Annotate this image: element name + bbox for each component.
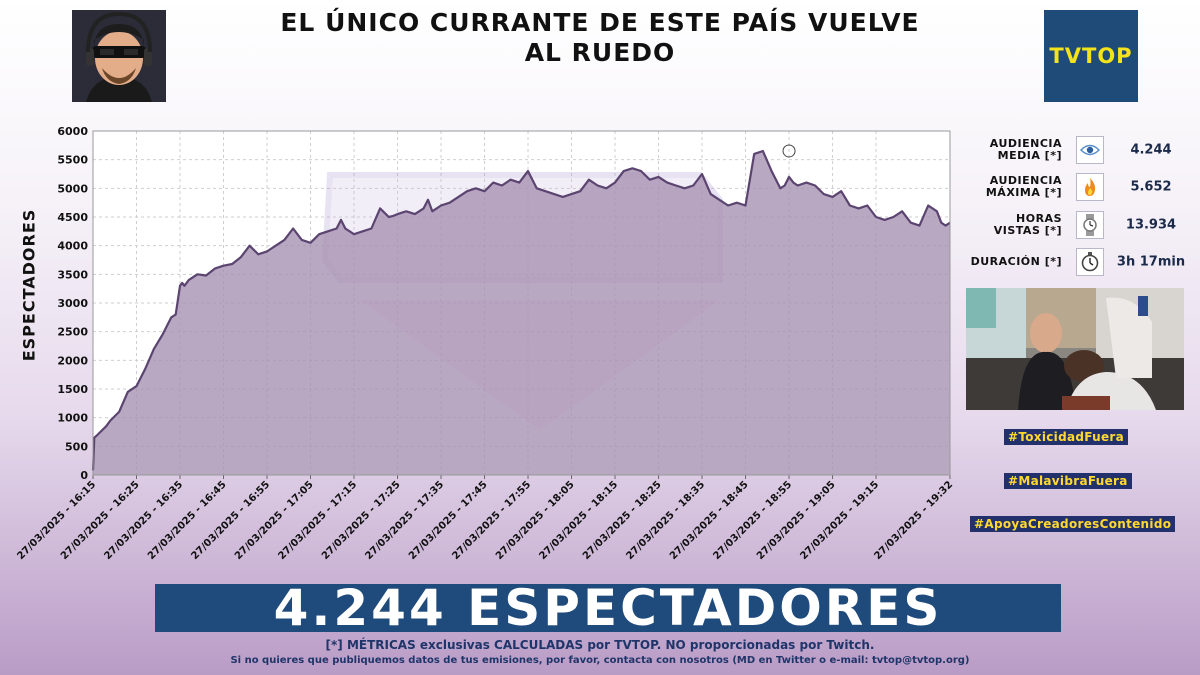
hashtag-apoya-creadores: #ApoyaCreadoresContenido xyxy=(970,516,1176,532)
viewers-banner: 4.244 ESPECTADORES xyxy=(155,583,1061,633)
viewers-area xyxy=(93,151,950,475)
x-tick-label: 27/03/2025 - 17:15 xyxy=(276,479,359,562)
x-tick-label: 27/03/2025 - 16:45 xyxy=(146,479,229,562)
x-tick-label: 27/03/2025 - 18:25 xyxy=(581,479,664,562)
y-tick-label: 500 xyxy=(65,440,88,453)
viewers-line xyxy=(91,149,951,471)
stream-thumbnail xyxy=(966,288,1184,410)
metric-label-line1: AUDIENCIA xyxy=(989,174,1062,187)
x-tick-label: 27/03/2025 - 16:55 xyxy=(189,479,272,562)
peak-marker xyxy=(782,144,796,158)
x-tick-label: 27/03/2025 - 19:32 xyxy=(872,479,955,562)
x-tick-label: 27/03/2025 - 19:15 xyxy=(798,479,881,562)
metric-label: AUDIENCIA MÁXIMA [*] xyxy=(968,175,1062,199)
x-tick-label: 27/03/2025 - 16:25 xyxy=(59,479,142,562)
streamer-avatar xyxy=(72,10,166,102)
x-tick-label: 27/03/2025 - 17:55 xyxy=(450,479,533,562)
x-tick-label: 27/03/2025 - 17:05 xyxy=(233,479,316,562)
y-tick-label: 0 xyxy=(80,469,88,482)
hashtag-toxicidad: #ToxicidadFuera xyxy=(1004,429,1129,445)
eye-icon xyxy=(1076,136,1104,164)
x-tick-label: 27/03/2025 - 17:25 xyxy=(320,479,403,562)
metric-label: HORAS VISTAS [*] xyxy=(968,213,1062,237)
footer-metrics-note: [*] MÉTRICAS exclusivas CALCULADAS por T… xyxy=(325,638,875,652)
y-axis-ticks: 0 500 1000 1500 2000 2500 3000 3500 4000 4500 5000… xyxy=(57,125,88,482)
x-tick-label: 27/03/2025 - 16:35 xyxy=(102,479,185,562)
page-title: EL ÚNICO CURRANTE DE ESTE PAÍS VUELVE AL… xyxy=(200,8,1000,68)
x-tick-label: 27/03/2025 - 16:15 xyxy=(15,479,98,562)
x-tick-label: 27/03/2025 - 18:35 xyxy=(624,479,707,562)
y-tick-label: 2500 xyxy=(57,326,88,339)
thumbnail-illustration xyxy=(966,288,1184,410)
metric-label-line2: VISTAS [*] xyxy=(993,224,1062,237)
metric-value: 13.934 xyxy=(1125,217,1177,233)
stopwatch-icon xyxy=(1076,248,1104,276)
footer-contact-note: Si no quieres que publiquemos datos de t… xyxy=(230,655,970,666)
y-tick-label: 6000 xyxy=(57,125,88,138)
metric-value: 5.652 xyxy=(1130,179,1172,195)
metric-label-line1: AUDIENCIA xyxy=(989,137,1062,150)
metric-label-line1: DURACIÓN [*] xyxy=(970,255,1062,268)
metric-duration: DURACIÓN [*] 3h 17min xyxy=(968,246,1188,278)
title-line-2: AL RUEDO xyxy=(524,38,676,67)
metric-value: 4.244 xyxy=(1130,142,1172,158)
x-tick-label: 27/03/2025 - 18:45 xyxy=(668,479,751,562)
metric-label-line2: MÁXIMA [*] xyxy=(985,186,1062,199)
y-tick-label: 5000 xyxy=(57,182,88,195)
y-tick-label: 2000 xyxy=(57,354,88,367)
y-tick-label: 5500 xyxy=(57,154,88,167)
fire-icon xyxy=(1076,173,1104,201)
hashtag-malavibra: #MalavibraFuera xyxy=(1004,473,1132,489)
metric-average-audience: AUDIENCIA MEDIA [*] 4.244 xyxy=(968,134,1188,166)
title-line-1: EL ÚNICO CURRANTE DE ESTE PAÍS VUELVE xyxy=(280,8,920,37)
watch-icon xyxy=(1076,211,1104,239)
metric-label: DURACIÓN [*] xyxy=(968,256,1062,268)
logo-text: TVTOP xyxy=(1049,44,1133,68)
x-tick-label: 27/03/2025 - 18:55 xyxy=(711,479,794,562)
y-tick-label: 3000 xyxy=(57,297,88,310)
x-tick-label: 27/03/2025 - 19:05 xyxy=(755,479,838,562)
y-tick-label: 1000 xyxy=(57,412,88,425)
x-tick-label: 27/03/2025 - 17:45 xyxy=(407,479,490,562)
metric-hours-watched: HORAS VISTAS [*] 13.934 xyxy=(968,209,1188,241)
x-tick-label: 27/03/2025 - 18:05 xyxy=(494,479,577,562)
metric-max-audience: AUDIENCIA MÁXIMA [*] 5.652 xyxy=(968,171,1188,203)
metric-label-line1: HORAS xyxy=(1016,212,1062,225)
y-tick-label: 1500 xyxy=(57,383,88,396)
y-tick-label: 4500 xyxy=(57,211,88,224)
x-tick-label: 27/03/2025 - 18:15 xyxy=(537,479,620,562)
x-tick-label: 27/03/2025 - 17:35 xyxy=(363,479,446,562)
y-tick-label: 4000 xyxy=(57,240,88,253)
avatar-illustration xyxy=(72,10,166,102)
plot-frame xyxy=(92,130,951,476)
metric-label: AUDIENCIA MEDIA [*] xyxy=(968,138,1062,162)
tvtop-logo: TVTOP xyxy=(1044,10,1138,102)
metric-label-line2: MEDIA [*] xyxy=(997,149,1062,162)
metric-value: 3h 17min xyxy=(1116,254,1186,270)
y-tick-label: 3500 xyxy=(57,268,88,281)
